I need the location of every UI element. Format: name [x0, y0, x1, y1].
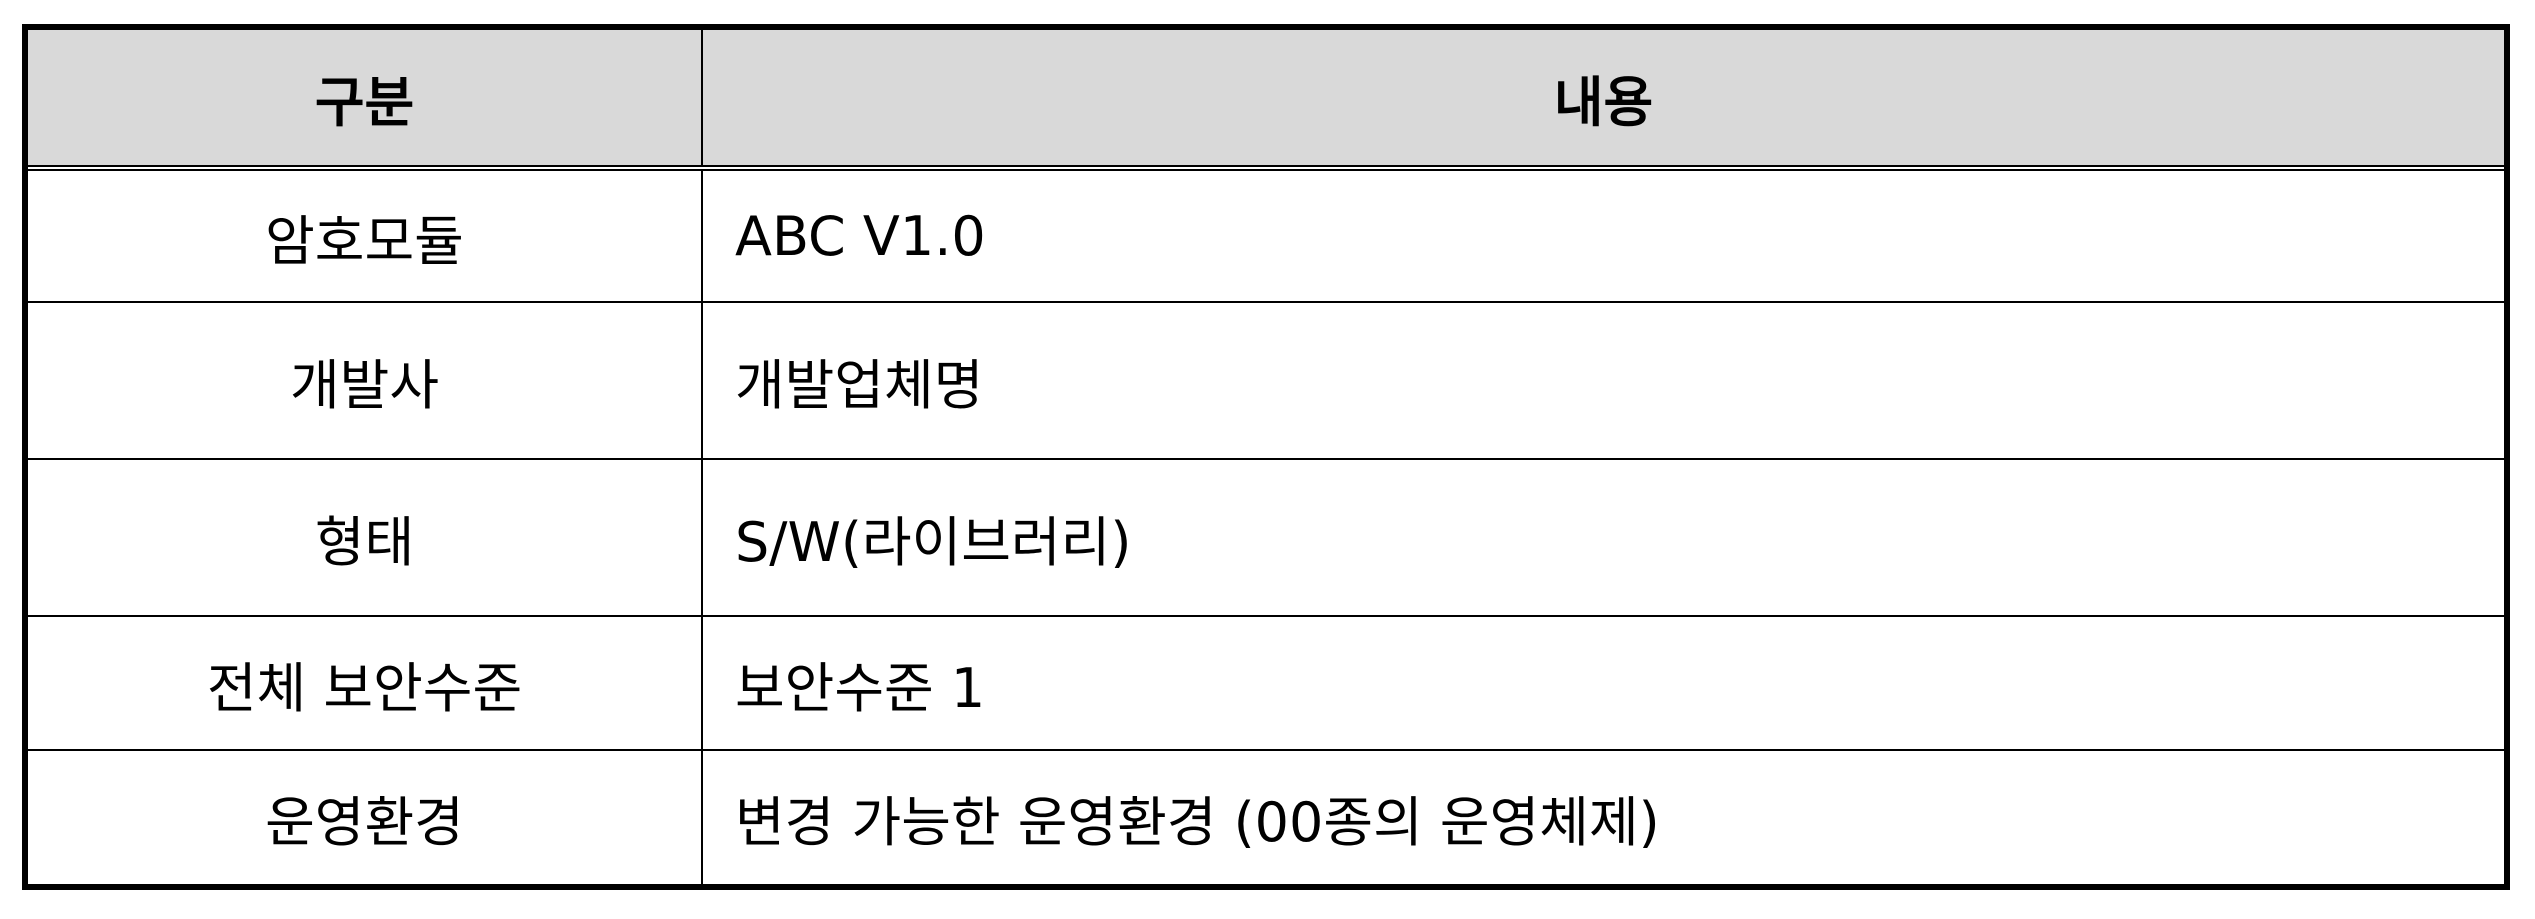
- table-row-form: 형태 S/W(라이브러리): [28, 458, 2504, 617]
- header-content: 내용: [701, 30, 2504, 171]
- row-label: 암호모듈: [28, 167, 703, 303]
- crypto-module-info-table: 구분 내용 암호모듈 ABC V1.0 개발사 개발업체명 형태 S/W(라이브…: [22, 24, 2510, 890]
- table-row-operating-environment: 운영환경 변경 가능한 운영환경 (00종의 운영체제): [28, 749, 2504, 884]
- table-row-security-level: 전체 보안수준 보안수준 1: [28, 615, 2504, 751]
- row-value: 보안수준 1: [701, 615, 2504, 751]
- row-label: 개발사: [28, 301, 703, 460]
- row-label: 전체 보안수준: [28, 615, 703, 751]
- row-value: ABC V1.0: [701, 167, 2504, 303]
- row-label: 운영환경: [28, 749, 703, 884]
- row-label: 형태: [28, 458, 703, 617]
- table-row-crypto-module: 암호모듈 ABC V1.0: [28, 167, 2504, 303]
- row-value: 개발업체명: [701, 301, 2504, 460]
- info-table: 구분 내용 암호모듈 ABC V1.0 개발사 개발업체명 형태 S/W(라이브…: [28, 30, 2504, 884]
- row-value: S/W(라이브러리): [701, 458, 2504, 617]
- table-row-developer: 개발사 개발업체명: [28, 301, 2504, 460]
- row-value: 변경 가능한 운영환경 (00종의 운영체제): [701, 749, 2504, 884]
- header-row: 구분 내용: [28, 30, 2504, 171]
- header-category: 구분: [28, 30, 703, 171]
